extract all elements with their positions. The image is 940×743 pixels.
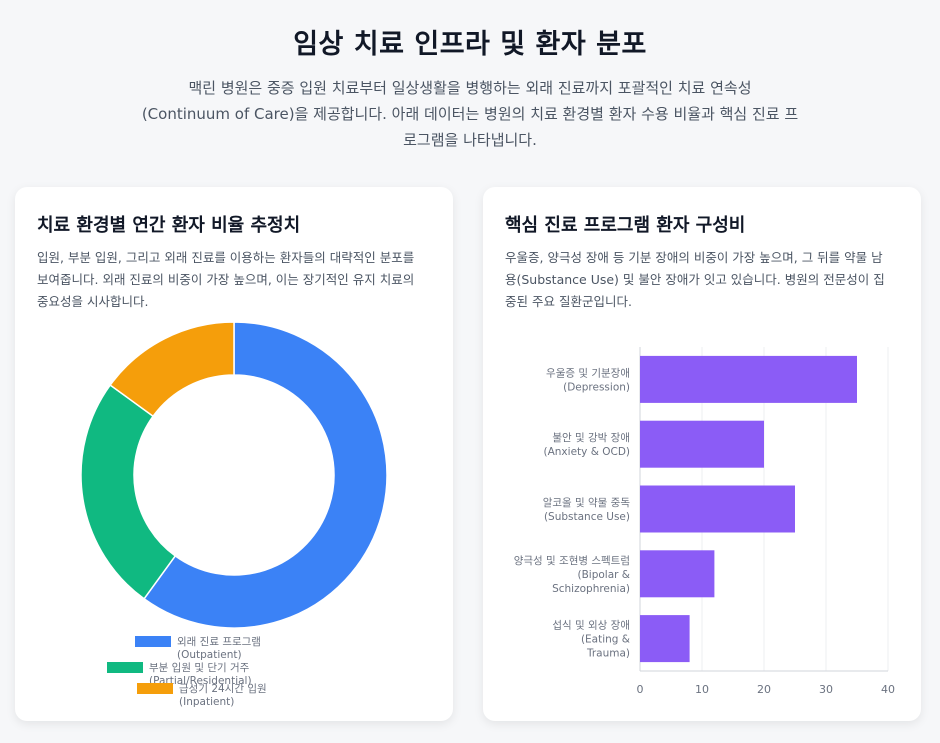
legend-label: 외래 진료 프로그램 (Outpatient) <box>177 636 261 661</box>
card-description-line: 보여줍니다. 외래 진료의 비중이 가장 높으며, 이는 장기적인 유지 치료의 <box>37 272 415 287</box>
card-description-line: 중요성을 시사합니다. <box>37 294 149 309</box>
program-composition-card: 핵심 진료 프로그램 환자 구성비 우울증, 양극성 장애 등 기분 장애의 비… <box>483 187 921 721</box>
page-title: 임상 치료 인프라 및 환자 분포 <box>293 29 647 60</box>
bar <box>640 485 795 533</box>
y-category-label-line: 섭식 및 외상 장애 <box>552 620 630 632</box>
x-tick-label: 40 <box>881 683 895 696</box>
legend-label-line: 급성기 24시간 입원 <box>179 682 267 695</box>
x-tick-label: 10 <box>695 683 709 696</box>
bar <box>640 420 764 468</box>
y-category-label-line: Trauma) <box>586 648 630 660</box>
card-description-line: 우울증, 양극성 장애 등 기분 장애의 비중이 가장 높으며, 그 뒤를 약물… <box>505 250 883 265</box>
legend-label: 급성기 24시간 입원 (Inpatient) <box>179 682 267 708</box>
y-category-label-line: 알코올 및 약물 중독 <box>543 497 631 509</box>
bar <box>640 550 715 598</box>
x-tick-label: 30 <box>819 683 833 696</box>
page-description-line: 로그램을 나타냅니다. <box>403 131 537 149</box>
page-header: 임상 치료 인프라 및 환자 분포 맥린 병원은 중증 입원 치료부터 일상생활… <box>0 0 940 153</box>
y-category-label-line: (Substance Use) <box>544 511 630 523</box>
y-category-label-line: 불안 및 강박 장애 <box>552 432 630 444</box>
page-description-line: (Continuum of Care)을 제공합니다. 아래 데이터는 병원의 … <box>141 105 799 123</box>
donut-slice <box>143 321 388 629</box>
bar <box>640 615 690 663</box>
legend-label-line: 외래 진료 프로그램 <box>177 636 261 648</box>
legend-item: 급성기 24시간 입원 (Inpatient) <box>137 682 267 708</box>
y-category-label-line: Schizophrenia) <box>552 583 630 595</box>
legend-item: 외래 진료 프로그램 (Outpatient) <box>135 636 261 661</box>
y-category-label-line: 우울증 및 기분장애 <box>546 367 630 379</box>
legend-item: 부분 입원 및 단기 거주 (Partial/Residential) <box>107 661 252 687</box>
y-category-label-line: (Anxiety & OCD) <box>544 446 631 458</box>
donut-slice <box>109 321 235 418</box>
card-description: 입원, 부분 입원, 그리고 외래 진료를 이용하는 환자들의 대략적인 분포를… <box>37 247 431 313</box>
doughnut-chart: 외래 진료 프로그램 (Outpatient)부분 입원 및 단기 거주 (Part… <box>80 321 388 708</box>
y-category-label-line: (Eating & <box>581 634 630 646</box>
y-category-label: 불안 및 강박 장애 (Anxiety & OCD) <box>544 432 631 458</box>
y-category-label: 섭식 및 외상 장애 (Eating & Trauma) <box>552 620 630 660</box>
card-description-line: 중된 주요 질환군입니다. <box>505 294 632 309</box>
card-title: 치료 환경별 연간 환자 비율 추정치 <box>37 215 301 236</box>
legend-label-line: 부분 입원 및 단기 거주 <box>149 661 250 674</box>
x-tick-label: 0 <box>637 683 644 696</box>
y-category-label: 알코올 및 약물 중독 (Substance Use) <box>543 497 631 523</box>
legend-swatch <box>107 662 143 673</box>
card-title: 핵심 진료 프로그램 환자 구성비 <box>505 215 746 236</box>
donut-slice <box>80 384 177 600</box>
y-category-label-line: (Bipolar & <box>578 569 631 581</box>
bar <box>640 355 857 403</box>
y-category-label: 양극성 및 조현병 스펙트럼 (Bipolar & Schizophrenia) <box>514 554 630 595</box>
horizontal-bar-chart: 0 10 20 30 40 우울증 및 기분장애 (Depression) 불안 및 강박 장… <box>514 347 895 696</box>
page-description: 맥린 병원은 중증 입원 치료부터 일상생활을 병행하는 외래 진료까지 포괄적… <box>100 75 840 153</box>
x-tick-label: 20 <box>757 683 771 696</box>
card-description-line: 입원, 부분 입원, 그리고 외래 진료를 이용하는 환자들의 대략적인 분포를 <box>37 250 415 265</box>
legend-label-line: (Partial/Residential) <box>149 675 252 687</box>
card-description-line: 용(Substance Use) 및 불안 장애가 잇고 있습니다. 병원의 전… <box>505 272 885 287</box>
y-category-label: 우울증 및 기분장애 (Depression) <box>546 367 630 393</box>
y-category-label-line: (Depression) <box>563 381 630 393</box>
legend-swatch <box>135 636 171 647</box>
page-description-line: 맥린 병원은 중증 입원 치료부터 일상생활을 병행하는 외래 진료까지 포괄적… <box>188 79 752 97</box>
treatment-setting-card: 치료 환경별 연간 환자 비율 추정치 입원, 부분 입원, 그리고 외래 진료… <box>15 187 453 721</box>
legend-label: 부분 입원 및 단기 거주 (Partial/Residential) <box>149 661 252 687</box>
y-category-label-line: 양극성 및 조현병 스펙트럼 <box>514 554 630 567</box>
legend-label-line: (Outpatient) <box>177 649 242 661</box>
legend-label-line: (Inpatient) <box>179 696 234 708</box>
legend-swatch <box>137 683 173 694</box>
card-description: 우울증, 양극성 장애 등 기분 장애의 비중이 가장 높으며, 그 뒤를 약물… <box>505 247 899 313</box>
